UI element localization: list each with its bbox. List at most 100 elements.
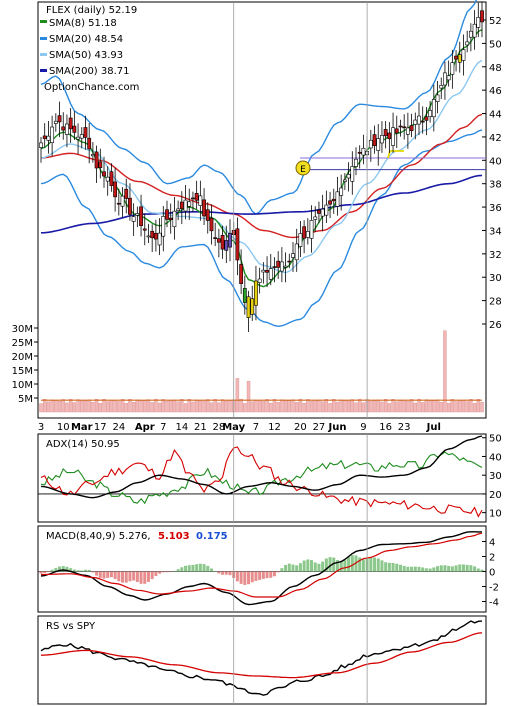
volume-bar [194, 399, 199, 413]
candle-body [146, 235, 151, 238]
candle-body [76, 136, 80, 140]
volume-bar [257, 400, 262, 413]
candle-body [87, 137, 92, 150]
macd-histogram-bar [258, 571, 262, 580]
candle-body [457, 54, 462, 63]
volume-bar [391, 399, 395, 413]
candle-body [276, 260, 281, 268]
candle-body [250, 298, 255, 315]
volume-bar [46, 401, 51, 413]
volume-bar [120, 399, 125, 413]
volume-bar [187, 398, 191, 413]
macd-histogram-bar [476, 568, 480, 572]
macd-histogram-bar [361, 559, 365, 572]
macd-histogram-bar [461, 564, 465, 572]
earnings-marker: E [295, 160, 311, 176]
x-axis-label: 16 [379, 422, 392, 433]
volume-bar [146, 399, 151, 413]
volume-bar [317, 399, 321, 413]
volume-bar [435, 399, 440, 413]
volume-y-tick-label: 25M [12, 338, 33, 349]
candle-body [357, 151, 362, 154]
volume-bar [250, 401, 254, 413]
macd-histogram-bar [447, 565, 451, 572]
bollinger-lower-line [40, 129, 483, 328]
macd-histogram-bar [69, 568, 73, 572]
candle-body [309, 220, 314, 239]
x-axis-label: 24 [112, 422, 125, 433]
macd-histogram-bar [313, 562, 317, 572]
macd-histogram-bar [191, 564, 195, 572]
candle-body [202, 199, 206, 217]
volume-bar [235, 378, 240, 413]
macd-histogram-bar [187, 565, 191, 572]
adx-y-tick-label: 10 [489, 509, 502, 520]
price-y-tick-label: 42 [489, 133, 502, 144]
rs-panel-frame [37, 615, 487, 705]
volume-bar [276, 402, 280, 413]
candle-body [428, 110, 433, 117]
macd-histogram-bar [298, 563, 302, 572]
candle-body [294, 243, 299, 261]
candle-body [272, 266, 277, 268]
candle-body [254, 280, 258, 306]
volume-bar [169, 400, 173, 413]
volume-bar [220, 399, 225, 413]
macd-histogram-bar [206, 565, 210, 572]
volume-bar [261, 401, 266, 413]
macd-histogram-bar [87, 569, 91, 572]
volume-bar [269, 402, 273, 413]
candle-body [354, 158, 358, 167]
macd-histogram-bar [198, 563, 202, 572]
macd-histogram-bar [76, 570, 80, 572]
candle-body [372, 134, 377, 147]
volume-bar [469, 399, 473, 413]
candle-body [472, 23, 477, 38]
rs-label: RS vs SPY [46, 621, 96, 632]
macd-histogram-bar [158, 571, 162, 574]
volume-bar [480, 401, 484, 413]
macd-histogram-bar [373, 557, 377, 572]
candle-body [461, 49, 466, 61]
macd-histogram-bar [176, 569, 180, 572]
candle-body [198, 195, 203, 206]
volume-bar [57, 400, 62, 413]
macd-histogram-bar [95, 571, 99, 576]
volume-bar [402, 400, 406, 413]
macd-histogram-bar [473, 566, 477, 572]
candle-body [331, 198, 336, 202]
candle-body [380, 135, 384, 144]
candle-body [213, 237, 218, 239]
volume-bar [287, 400, 291, 413]
candle-body [194, 192, 199, 201]
macd-histogram-bar [117, 571, 121, 582]
candle-body [216, 238, 221, 243]
macd-histogram-bar [287, 563, 291, 572]
macd-histogram-bar [124, 571, 128, 583]
candle-body [39, 142, 43, 148]
candle-body [172, 210, 177, 228]
macd-histogram-bar [391, 562, 395, 572]
volume-bar [376, 399, 380, 413]
macd-histogram-bar [335, 560, 339, 572]
price-y-tick-label: 52 [489, 16, 502, 27]
candle-body [394, 128, 399, 134]
volume-bar [450, 399, 455, 413]
volume-bar [157, 402, 162, 413]
price-y-tick-label: 48 [489, 63, 502, 74]
macd-histogram-bar [406, 566, 410, 572]
macd-histogram-bar [106, 571, 110, 578]
candle-body [187, 201, 192, 207]
candle-body [161, 216, 166, 237]
price-y-tick-label: 32 [489, 250, 502, 261]
price-y-ticks: 26 28 30 32 34 36 38 40 42 44 46 48 50 52 [482, 16, 502, 331]
candle-body [83, 127, 88, 138]
volume-bar [172, 399, 177, 413]
volume-y-tick-label: 5M [18, 394, 33, 405]
candle-body [431, 99, 436, 118]
macd-histogram-bar [347, 556, 351, 572]
macd-histogram-bar [43, 571, 47, 574]
volume-bar [176, 401, 180, 413]
volume-bar [180, 399, 184, 413]
macd-histogram-bar [91, 571, 95, 573]
